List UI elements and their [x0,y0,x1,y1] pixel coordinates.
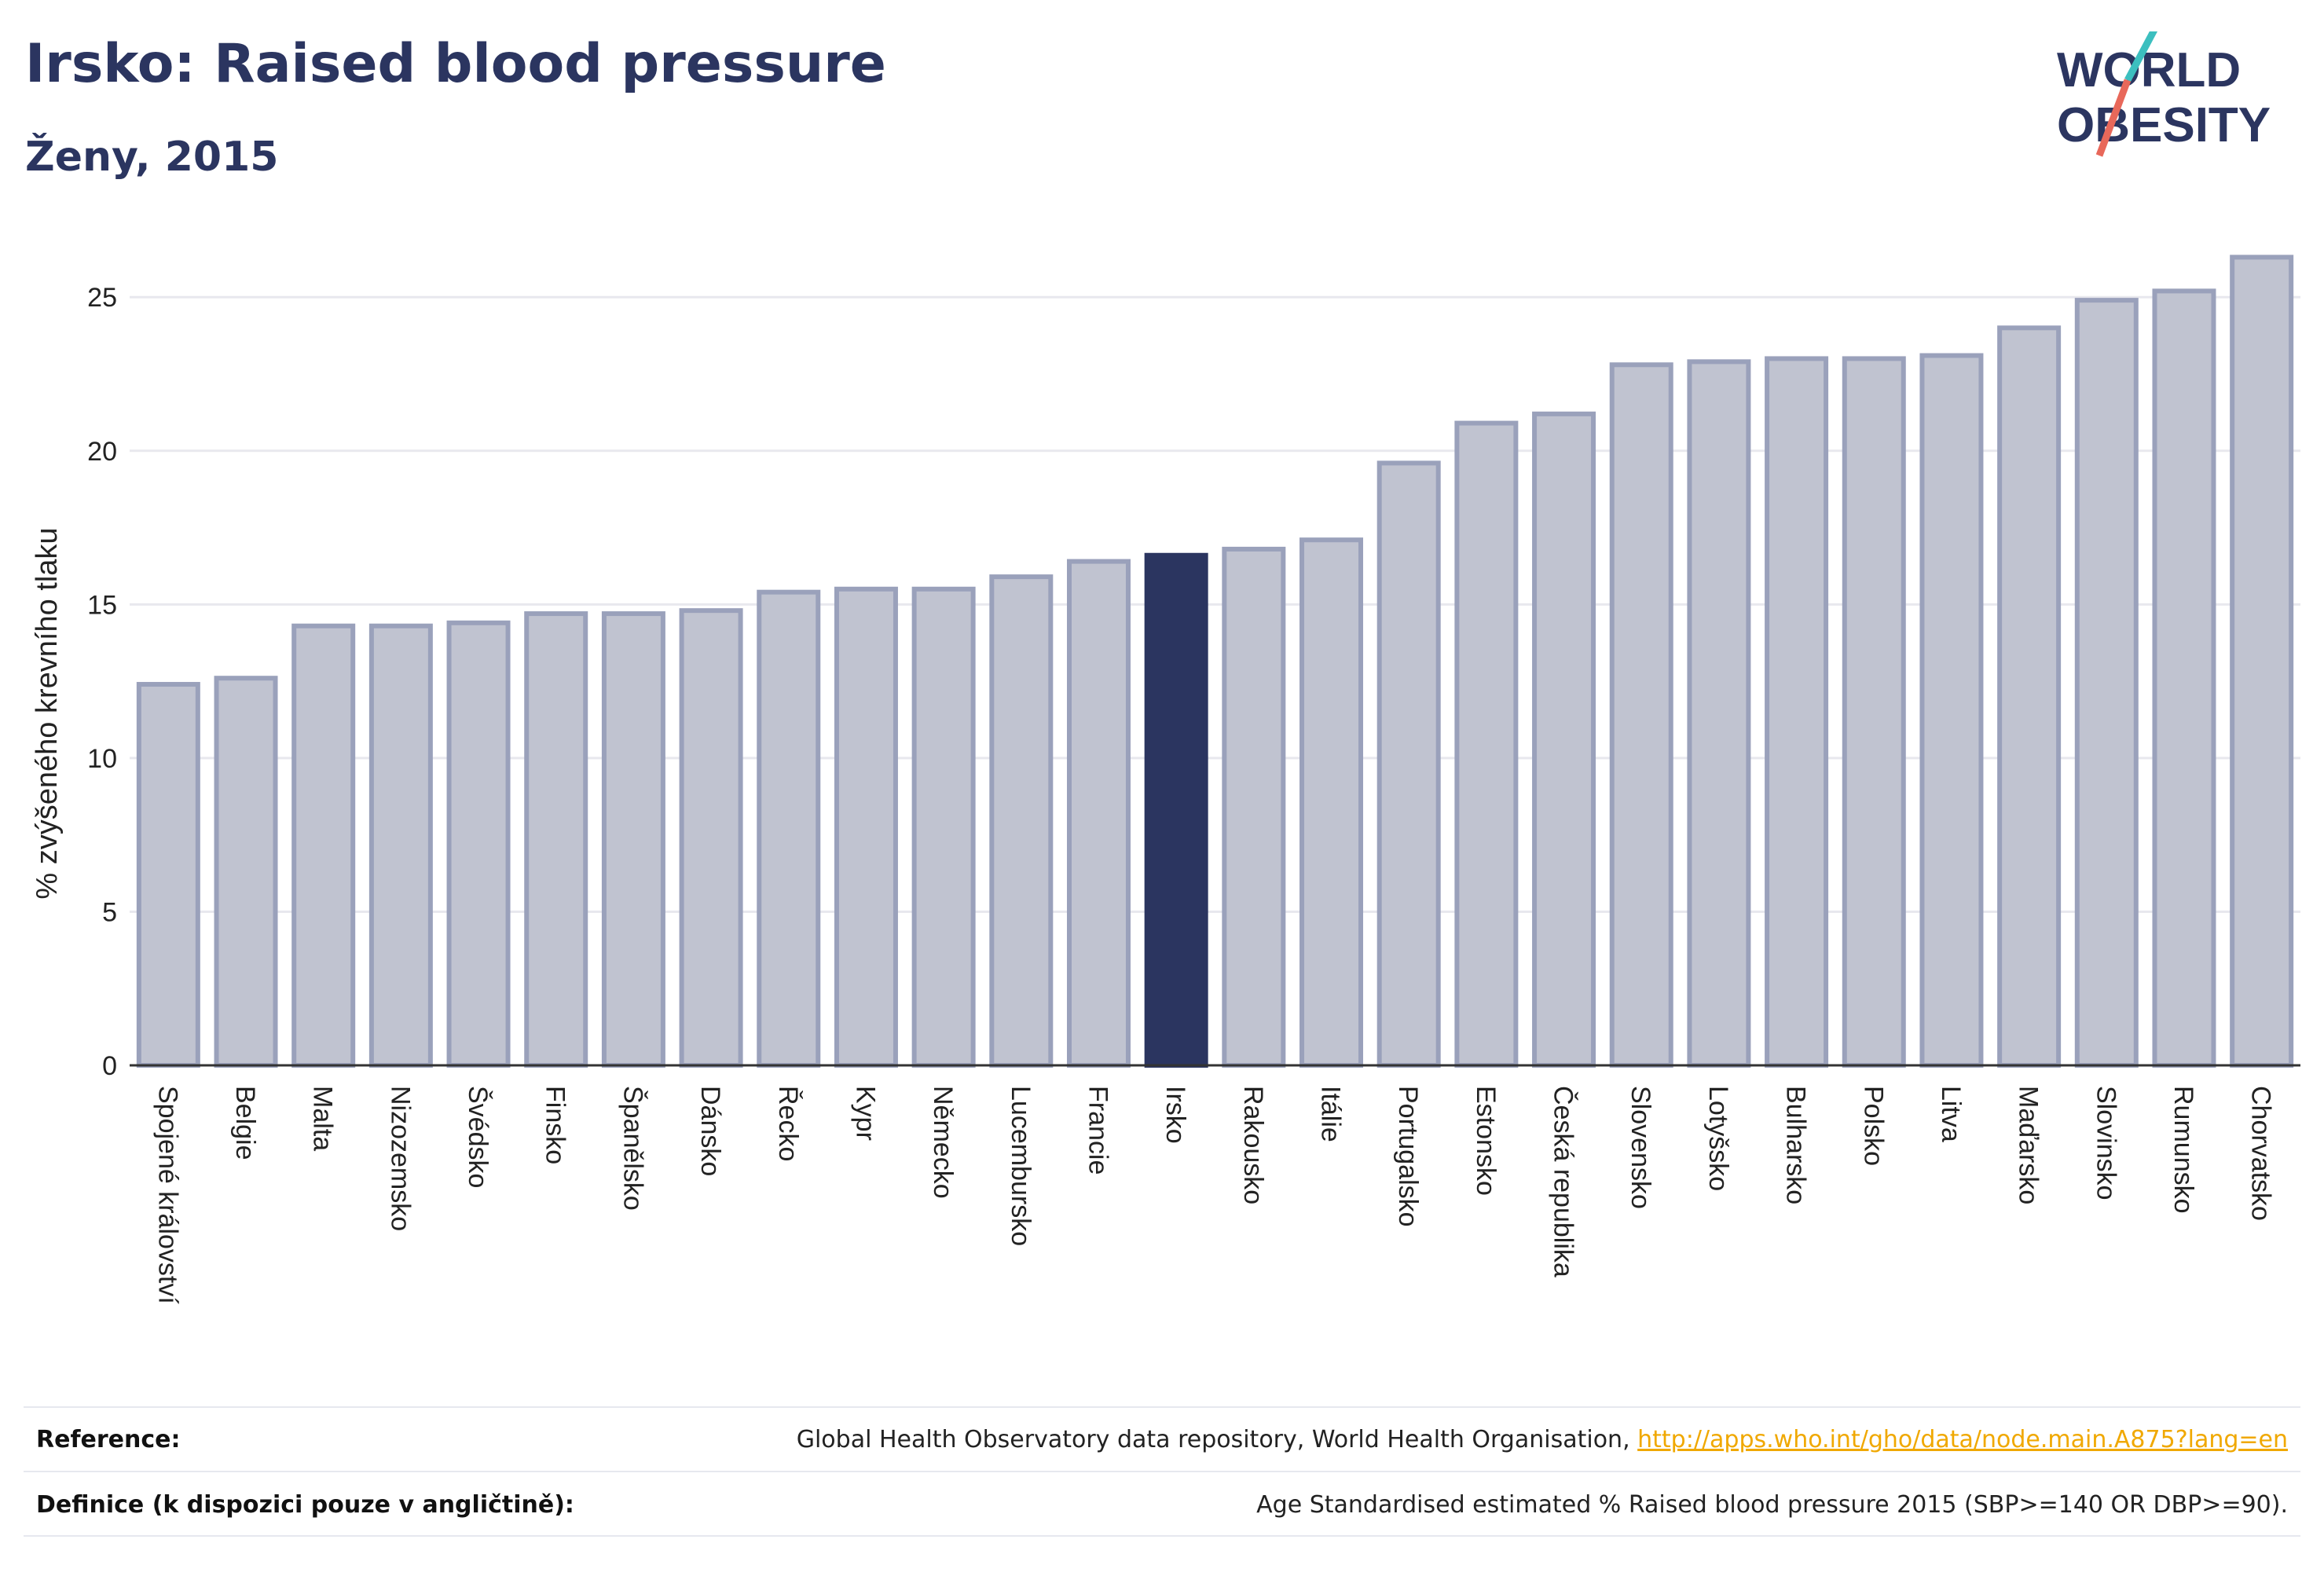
y-axis-ticks: 0 5 10 15 20 25 [87,283,117,1081]
x-tick-label: Slovensko [1626,1086,1655,1209]
x-tick-label: Maďarsko [2014,1086,2044,1204]
bars [136,255,2294,1068]
bar [2074,298,2139,1068]
logo-slash-teal [2124,31,2157,82]
x-tick-label: Slovinsko [2091,1086,2121,1200]
x-tick-label: Chorvatsko [2246,1086,2276,1221]
bar-highlighted [1144,552,1208,1068]
bar [989,574,1054,1068]
footer-divider-bottom [24,1535,2300,1537]
x-tick-label: Litva [1936,1086,1966,1142]
x-tick-label: Irsko [1160,1086,1190,1144]
x-tick-label: Francie [1083,1086,1113,1175]
x-tick-label: Portugalsko [1393,1086,1423,1227]
definition-label: Definice (k dispozici pouze v angličtině… [36,1491,574,1519]
chart-title: Irsko: Raised blood pressure [25,33,886,95]
logo-word-obesity: OBESITY [2057,98,2271,152]
bar [1299,537,1364,1068]
x-tick-label: Španělsko [618,1086,647,1211]
x-tick-label: Malta [308,1086,338,1151]
chart-subtitle: Ženy, 2015 [25,134,279,181]
bar [2152,288,2216,1068]
x-tick-label: Nizozemsko [385,1086,415,1231]
reference-label: Reference: [36,1426,181,1453]
bar [1532,411,1596,1068]
y-tick-label: 15 [87,590,117,620]
footer-divider-middle [24,1471,2300,1472]
bar [1376,460,1441,1068]
x-tick-label: Rakousko [1238,1086,1268,1204]
x-tick-label: Itálie [1316,1086,1346,1142]
footer-divider-top [24,1406,2300,1408]
x-tick-label: Česká republika [1549,1086,1578,1277]
bar [601,611,665,1068]
x-tick-label: Německo [928,1086,958,1199]
y-tick-label: 25 [87,283,117,313]
bar [1765,356,1829,1068]
x-axis-labels: Spojené království Belgie Malta Nizozemsko Š… [152,1086,2275,1304]
x-tick-label: Rumunsko [2168,1086,2198,1214]
reference-link[interactable]: http://apps.who.int/gho/data/node.main.A… [1637,1426,2288,1453]
bar [1609,362,1673,1068]
bar [911,586,976,1068]
bar [291,623,356,1068]
y-axis-label: % zvýšeného krevního tlaku [31,527,64,899]
bar-chart: 0 5 10 15 20 25 Spojené království Belgie Malta… [31,255,2300,1304]
x-tick-label: Řecko [773,1086,803,1161]
reference-source: Global Health Observatory data repositor… [796,1426,1638,1453]
bar [524,611,588,1068]
bar [1997,325,2062,1068]
y-tick-label: 20 [87,437,117,467]
bar [368,623,433,1068]
x-tick-label: Švédsko [463,1086,493,1188]
bar [834,586,898,1068]
bar [1687,359,1751,1068]
bar [757,589,821,1068]
bar [1919,353,1984,1068]
bar [679,608,743,1068]
reference-text: Global Health Observatory data repositor… [797,1426,2288,1453]
bar [2230,255,2294,1068]
logo-word-world: WORLD [2057,43,2241,97]
x-tick-label: Bulharsko [1781,1086,1811,1204]
x-tick-label: Lucembursko [1006,1086,1036,1246]
x-tick-label: Lotyšsko [1703,1086,1733,1191]
bar [1842,356,1906,1068]
x-tick-label: Polsko [1858,1086,1888,1166]
bar [446,620,511,1068]
x-tick-label: Finsko [541,1086,570,1164]
bar [1066,559,1131,1068]
x-tick-label: Spojené království [152,1086,182,1304]
x-tick-label: Estonsko [1471,1086,1501,1196]
bar [136,682,200,1068]
logo-slash-coral [2095,79,2132,157]
x-tick-label: Dánsko [695,1086,725,1176]
world-obesity-logo: WORLD OBESITY [2057,31,2271,157]
definition-text: Age Standardised estimated % Raised bloo… [1256,1491,2288,1519]
bar [1454,420,1519,1068]
x-tick-label: Kypr [850,1086,880,1141]
y-tick-label: 0 [102,1051,117,1081]
y-tick-label: 10 [87,744,117,774]
bar [1222,546,1286,1068]
y-tick-label: 5 [102,897,117,927]
bar [214,676,278,1068]
x-tick-label: Belgie [230,1086,260,1160]
